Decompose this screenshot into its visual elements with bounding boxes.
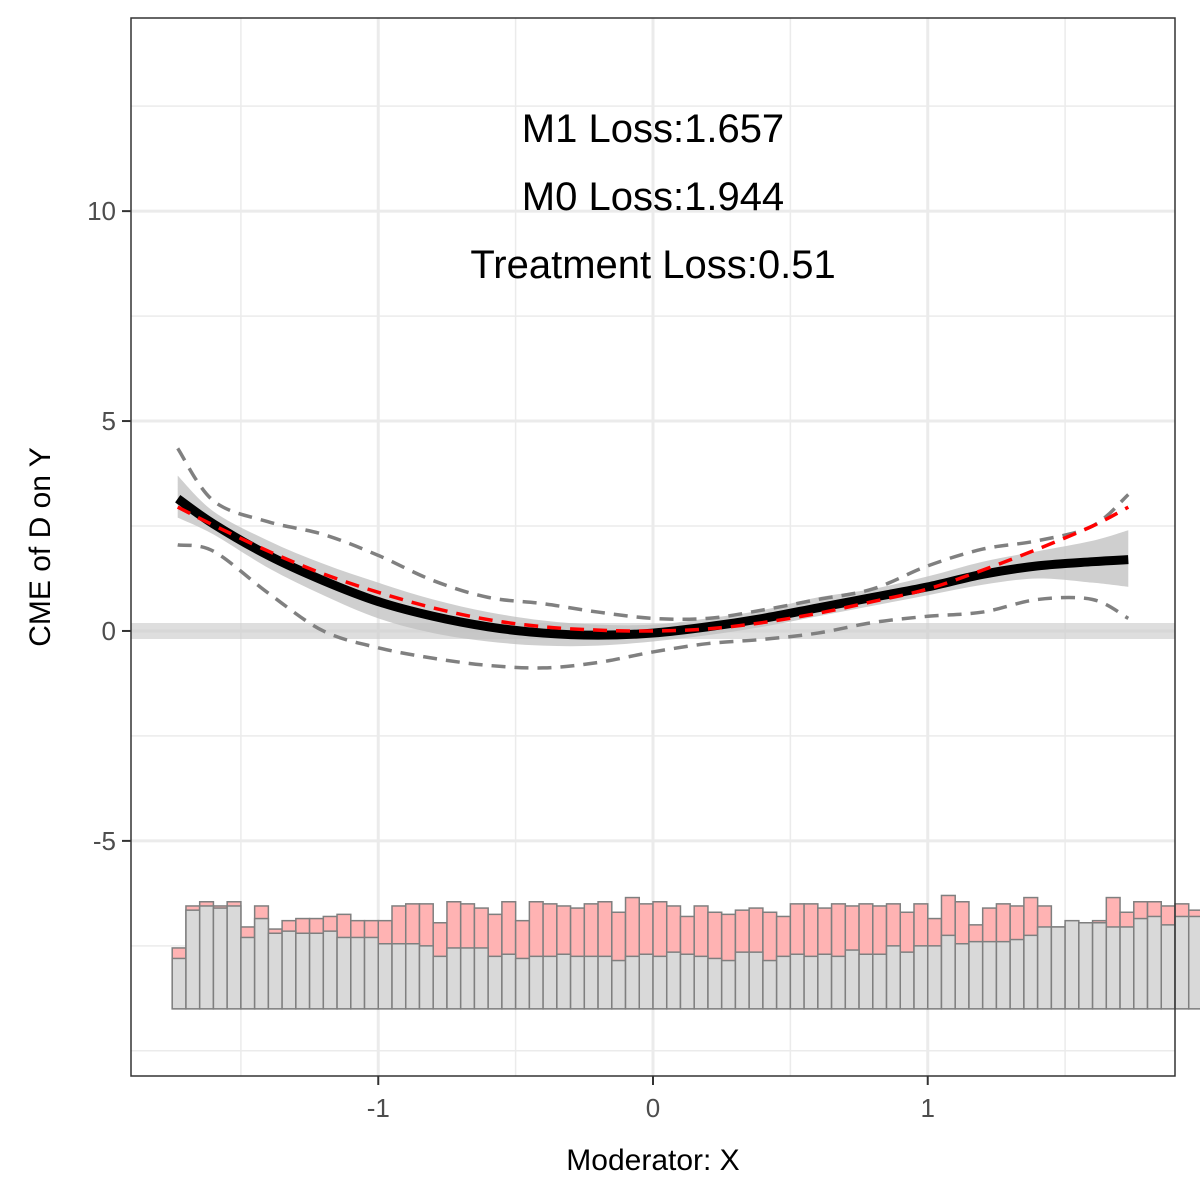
histogram-bar-control bbox=[226, 905, 242, 1010]
histogram-bar-control bbox=[514, 957, 531, 1010]
lower-bound-line bbox=[177, 543, 1130, 670]
histogram-bar-control bbox=[418, 945, 434, 1010]
annotation-m0-loss: M0 Loss:1.944 bbox=[522, 175, 784, 219]
histogram-bar-control bbox=[542, 955, 558, 1010]
histogram-bar-control bbox=[171, 957, 187, 1010]
histogram-bar-control bbox=[597, 955, 613, 1010]
x-axis-title: Moderator: X bbox=[566, 1144, 739, 1177]
histogram-bar-control bbox=[212, 907, 228, 1010]
histogram-bar-control bbox=[748, 951, 764, 1010]
histogram-bar-control bbox=[665, 951, 682, 1010]
histogram-bar-control bbox=[363, 936, 380, 1010]
histogram-bar-control bbox=[858, 953, 874, 1010]
histogram-bar-control bbox=[885, 945, 902, 1010]
histogram-bar-control bbox=[995, 940, 1011, 1010]
y-axis-title: CME of D on Y bbox=[24, 447, 57, 647]
histogram-bar-control bbox=[432, 955, 448, 1010]
histogram-bar-control bbox=[1023, 934, 1039, 1010]
histogram-bar-control bbox=[872, 953, 888, 1010]
histogram-bar-control bbox=[1036, 926, 1053, 1010]
histogram-bar-control bbox=[775, 955, 792, 1010]
histogram-bar-control bbox=[624, 955, 641, 1010]
histogram-bar-control bbox=[185, 909, 201, 1010]
histogram-bar-control bbox=[1174, 915, 1190, 1010]
histogram-bar-control bbox=[253, 917, 270, 1010]
histogram-bar-control bbox=[377, 943, 393, 1010]
histogram-bar-control bbox=[652, 955, 668, 1010]
histogram-bar-control bbox=[1119, 926, 1135, 1010]
true-cme-line bbox=[176, 505, 1130, 633]
histogram-bar-control bbox=[789, 953, 805, 1010]
histogram-bar-control bbox=[391, 943, 407, 1010]
histogram-bar-control bbox=[817, 953, 833, 1010]
histogram-bar-control bbox=[968, 940, 984, 1010]
histogram-bar-control bbox=[308, 932, 325, 1010]
x-tick-label: 0 bbox=[646, 1093, 660, 1123]
histogram-bar-control bbox=[830, 955, 847, 1010]
histogram-bar-control bbox=[803, 955, 819, 1010]
histogram-bar-control bbox=[981, 940, 998, 1010]
histogram-bar-control bbox=[926, 945, 943, 1010]
histogram-bar-control bbox=[679, 953, 695, 1010]
histogram-bar-control bbox=[1091, 922, 1108, 1010]
histogram-bar-control bbox=[404, 943, 421, 1010]
annotation-treatment-loss: Treatment Loss:0.51 bbox=[470, 243, 835, 287]
histogram-bar-control bbox=[693, 955, 709, 1010]
histogram-bar-control bbox=[954, 943, 970, 1010]
histogram-bar-control bbox=[734, 951, 750, 1010]
histogram-bar-control bbox=[198, 905, 215, 1010]
x-tick-label: 1 bbox=[921, 1093, 935, 1123]
histogram-bar-control bbox=[899, 951, 915, 1010]
histogram-bar-control bbox=[913, 945, 929, 1010]
histogram-bar-control bbox=[1133, 917, 1149, 1010]
histogram-bar-control bbox=[1105, 926, 1121, 1010]
histogram-bar-control bbox=[446, 947, 462, 1010]
upper-bound-line bbox=[176, 447, 1130, 622]
histogram-bar-control bbox=[528, 955, 544, 1010]
histogram-bar-control bbox=[240, 936, 256, 1010]
y-tick-label: -5 bbox=[93, 826, 116, 856]
histogram bbox=[171, 894, 1200, 1010]
y-tick-label: 10 bbox=[87, 196, 116, 226]
histogram-bar-control bbox=[1160, 924, 1176, 1010]
histogram-bar-control bbox=[940, 934, 956, 1010]
histogram-bar-control bbox=[501, 953, 517, 1010]
y-tick-label: 0 bbox=[102, 616, 116, 646]
estimated-cme-line bbox=[175, 495, 1129, 640]
histogram-bar-control bbox=[844, 949, 860, 1010]
histogram-bar-control bbox=[583, 955, 599, 1010]
histogram-bar-control bbox=[267, 932, 283, 1010]
histogram-bar-control bbox=[762, 959, 778, 1010]
histogram-bar-control bbox=[1064, 919, 1080, 1010]
axis-ticks: -1 0 1 -5 0 5 10 bbox=[87, 196, 935, 1123]
histogram-bar-control bbox=[1078, 922, 1094, 1010]
series-lines bbox=[175, 447, 1130, 670]
histogram-bar-control bbox=[569, 955, 586, 1010]
histogram-bar-control bbox=[707, 957, 723, 1010]
histogram-bar-control bbox=[1050, 926, 1066, 1010]
histogram-bar-control bbox=[459, 947, 476, 1010]
annotation-m1-loss: M1 Loss:1.657 bbox=[522, 107, 784, 151]
histogram-bar-control bbox=[473, 947, 489, 1010]
histogram-bar-control bbox=[611, 959, 627, 1010]
histogram-bar-control bbox=[487, 955, 503, 1010]
histogram-bar-control bbox=[1009, 938, 1025, 1010]
histogram-bar-control bbox=[638, 953, 654, 1010]
histogram-bar-control bbox=[322, 930, 338, 1010]
histogram-bar-control bbox=[1187, 915, 1200, 1010]
x-tick-label: -1 bbox=[367, 1093, 390, 1123]
histogram-bar-control bbox=[720, 959, 737, 1010]
histogram-bar-control bbox=[336, 936, 352, 1010]
histogram-bar-control bbox=[350, 936, 366, 1010]
histogram-bar-control bbox=[1146, 915, 1163, 1010]
histogram-bar-control bbox=[281, 930, 297, 1010]
histogram-bar-control bbox=[295, 932, 311, 1010]
histogram-bar-control bbox=[556, 953, 572, 1010]
y-tick-label: 5 bbox=[102, 406, 116, 436]
